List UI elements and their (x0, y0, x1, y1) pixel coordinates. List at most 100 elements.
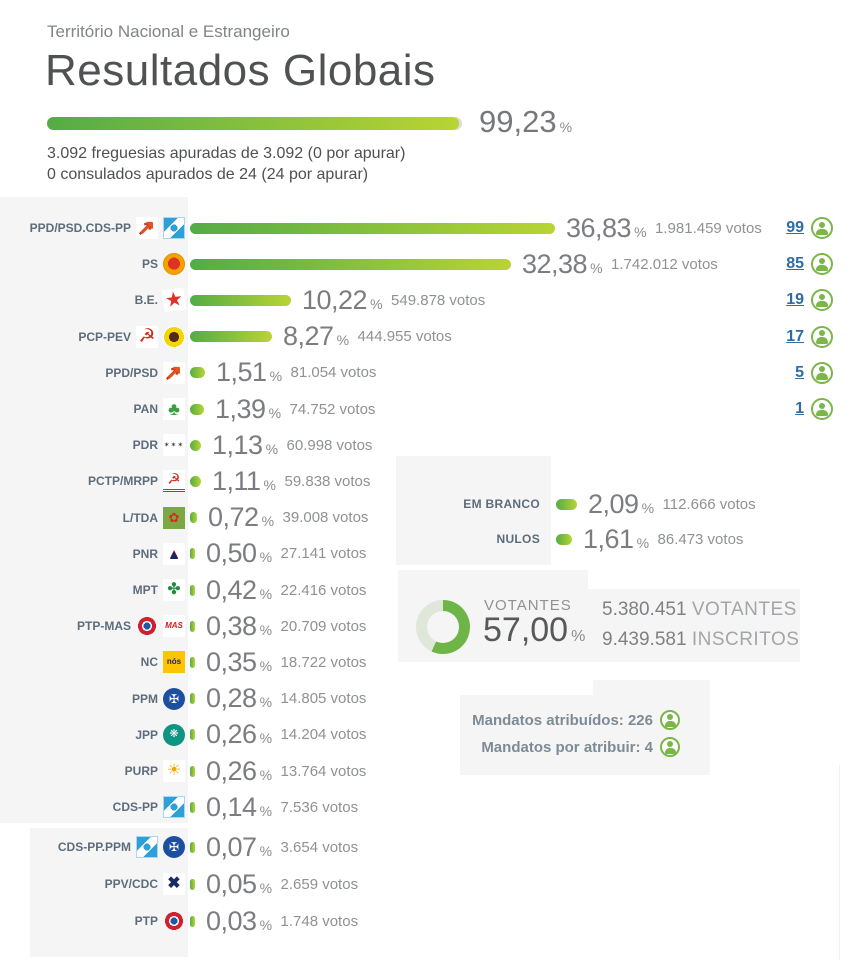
turnout-stats: 5.380.451 VOTANTES 9.439.581 INSCRITOS (602, 595, 799, 655)
party-percentage: 0,72% (208, 502, 274, 533)
ltda-flower-icon: ✿ (163, 506, 185, 529)
party-label-group: PDR ✶✶✶ (0, 434, 185, 457)
apuramento-progress-track (47, 117, 462, 130)
percent-sign: % (259, 916, 272, 933)
mandate-seats-icon[interactable] (811, 253, 833, 276)
party-name: CDS-PP (112, 800, 158, 815)
nc-wordmark-icon: nós (163, 651, 185, 674)
party-mandates-link[interactable]: 1 (795, 400, 804, 417)
psd-arrow-icon: ↗ (163, 361, 185, 384)
party-mandates-link[interactable]: 85 (786, 255, 804, 273)
column-divider (839, 765, 840, 960)
party-votes: 444.955 votos (357, 328, 452, 346)
party-votes: 74.752 votos (289, 400, 376, 418)
mandate-seats-icon[interactable] (811, 361, 833, 384)
mandates-assigned-row: Mandatos atribuídos: 226 (460, 708, 680, 732)
party-result-bar (190, 801, 195, 813)
blank-null-label-group: NULOS (0, 532, 540, 546)
party-votes: 18.722 votos (280, 653, 367, 671)
party-percentage-value: 1,13 (212, 429, 263, 460)
ppm-cross-icon: ✠ (163, 687, 185, 710)
party-mandates-link[interactable]: 19 (786, 291, 804, 309)
party-mandates: 5 (795, 361, 833, 384)
party-result-bar (190, 841, 195, 853)
party-row: PDR ✶✶✶ 1,13% 60.998 votos (0, 430, 863, 460)
percent-sign: % (259, 730, 272, 747)
pdr-stars-icon: ✶✶✶ (163, 434, 185, 457)
party-name: PTP (134, 914, 158, 928)
blank-null-row: NULOS 1,61% 86.473 votos (0, 524, 744, 555)
party-name: L/TDA (122, 510, 158, 525)
mandates-panel (460, 695, 710, 775)
mrpp-hammer-sickle-icon: ☭ (163, 470, 185, 493)
party-percentage-value: 0,05 (206, 868, 257, 899)
party-percentage: 8,27% (283, 321, 349, 352)
party-votes: 1.748 votos (280, 912, 359, 930)
party-label-group: B.E. ★ (0, 287, 187, 313)
page-title: Resultados Globais (45, 46, 436, 95)
party-labels-panel (0, 197, 188, 823)
party-row: PTP-MAS MAS 0,38% 20.709 votos (0, 611, 863, 641)
party-result-bar (190, 294, 291, 306)
party-row: L/TDA ✿ 0,72% 39.008 votos (0, 502, 863, 533)
party-mandates-link[interactable]: 17 (786, 327, 804, 345)
party-percentage: 1,39% (215, 394, 281, 425)
party-votes: 14.805 votos (280, 690, 367, 708)
party-label-group: PURP ☀ (0, 760, 185, 782)
cds-pp-logo-icon (163, 796, 185, 819)
party-row: PNR ▲ 0,50% 27.141 votos (0, 538, 863, 569)
pan-tree-icon: ♣ (163, 398, 185, 420)
mandate-seats-icon[interactable] (811, 325, 833, 348)
party-votes: 1.981.459 votos (655, 219, 762, 237)
party-result-bar (190, 222, 555, 234)
mandate-seats-icon[interactable] (811, 217, 833, 239)
percent-sign: % (259, 621, 272, 638)
jpp-logo-icon: ❋ (163, 723, 185, 746)
party-percentage: 0,07% (206, 832, 272, 863)
party-percentage: 0,14% (206, 792, 272, 823)
blank-null-percentage: 1,61% (583, 524, 649, 555)
party-mandates-link[interactable]: 99 (786, 219, 804, 236)
party-votes: 549.878 votos (391, 291, 486, 309)
party-label-group: PPD/PSD ↗ (0, 361, 185, 384)
mandate-seats-icon[interactable] (811, 398, 833, 420)
percent-sign: % (259, 802, 272, 819)
voters-count: 5.380.451 VOTANTES (602, 599, 797, 620)
party-percentage: 32,38% (522, 249, 603, 280)
party-row: PS 32,38% 1.742.012 votos 85 (0, 249, 863, 279)
apuramento-progress-fill (47, 117, 459, 130)
percent-sign: % (259, 842, 272, 859)
turnout-percentage: 57,00% (483, 611, 586, 649)
party-name: PAN (133, 402, 158, 416)
mandate-seats-icon[interactable] (811, 289, 833, 312)
party-percentage: 0,05% (206, 869, 272, 900)
mandates-person-icon (660, 710, 680, 730)
party-row: B.E. ★ 10,22% 549.878 votos 19 (0, 285, 863, 315)
party-votes: 2.659 votos (280, 875, 359, 893)
percent-sign: % (259, 766, 272, 783)
party-mandates: 85 (786, 253, 833, 276)
party-votes: 22.416 votos (280, 581, 367, 599)
party-percentage: 0,42% (206, 575, 272, 606)
party-name: JPP (135, 727, 158, 742)
percent-sign: % (261, 513, 274, 530)
party-label-group: PTP (0, 910, 185, 932)
percent-sign: % (634, 223, 647, 240)
blank-null-label-group: EM BRANCO (0, 497, 540, 511)
party-votes: 7.536 votos (280, 798, 359, 816)
party-percentage-value: 0,35 (206, 646, 257, 677)
ptp-swirl-icon (136, 615, 158, 638)
pnr-flame-icon: ▲ (163, 542, 185, 565)
party-mandates: 99 (786, 217, 833, 239)
consulados-status: 0 consulados apurados de 24 (24 por apur… (47, 166, 369, 183)
party-votes: 14.204 votos (280, 726, 367, 744)
mas-wordmark-icon: MAS (163, 615, 185, 638)
party-percentage: 0,50% (206, 538, 272, 569)
party-label-group: NC nós (0, 651, 185, 674)
blank-null-panel (396, 456, 551, 565)
percent-sign: % (571, 628, 586, 645)
party-name: PS (141, 257, 158, 272)
party-mandates-link[interactable]: 5 (795, 363, 804, 381)
party-percentage: 0,35% (206, 647, 272, 678)
party-name: PNR (132, 546, 158, 561)
